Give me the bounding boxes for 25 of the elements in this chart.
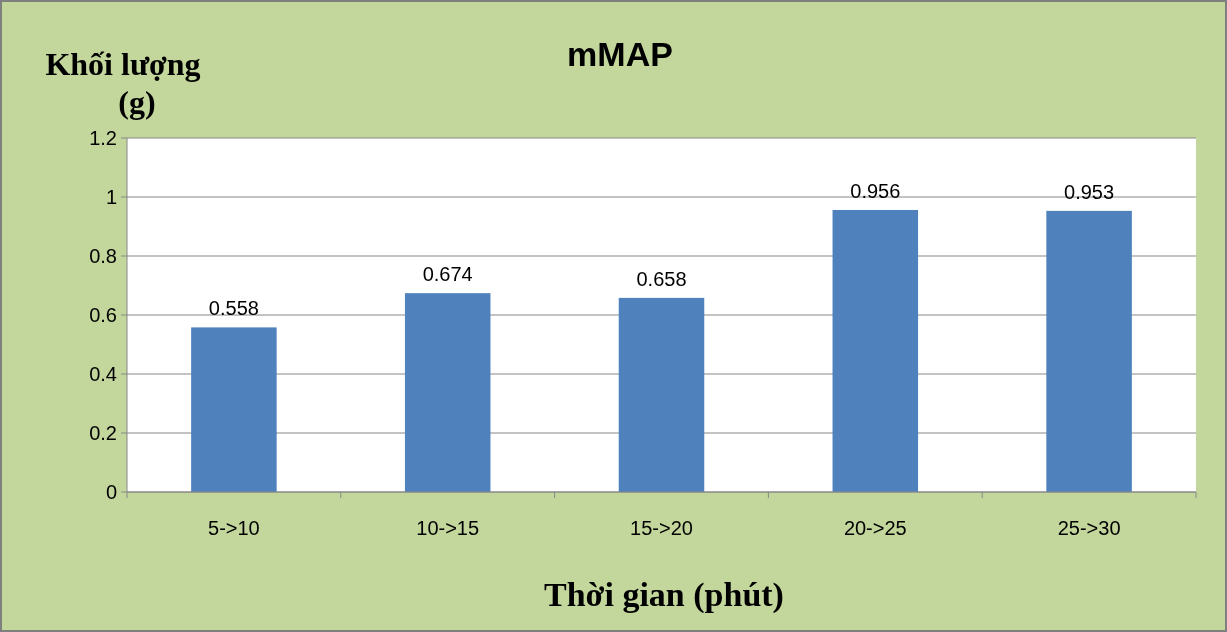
data-label: 0.558 (208, 297, 259, 320)
data-label: 0.956 (850, 179, 901, 202)
bar (1046, 210, 1132, 492)
y-tick-label: 1 (105, 186, 117, 208)
y-tick-label: 0.4 (89, 363, 117, 385)
y-tick-label: 0.2 (89, 422, 117, 444)
x-tick-label: 20->25 (843, 517, 907, 539)
bar (832, 209, 919, 492)
bar (618, 297, 705, 492)
y-axis-title: Khối lượng (g) (45, 46, 201, 120)
bar (191, 327, 277, 492)
y-tick-label: 0.8 (89, 245, 117, 267)
data-label: 0.953 (1064, 180, 1115, 203)
data-label: 0.658 (636, 267, 687, 290)
x-tick-label: 5->10 (208, 517, 260, 539)
data-label: 0.674 (422, 263, 473, 286)
chart-title: mMAP (567, 35, 673, 73)
bar (404, 293, 491, 492)
x-axis-title: Thời gian (phút) (544, 576, 784, 614)
x-tick-label: 15->20 (630, 517, 693, 539)
x-tick-label: 10->15 (416, 517, 480, 539)
y-tick-label: 0.6 (89, 304, 117, 326)
x-tick-label: 25->30 (1057, 517, 1121, 539)
y-tick-label: 1.2 (89, 127, 117, 149)
y-tick-label: 0 (105, 481, 117, 503)
